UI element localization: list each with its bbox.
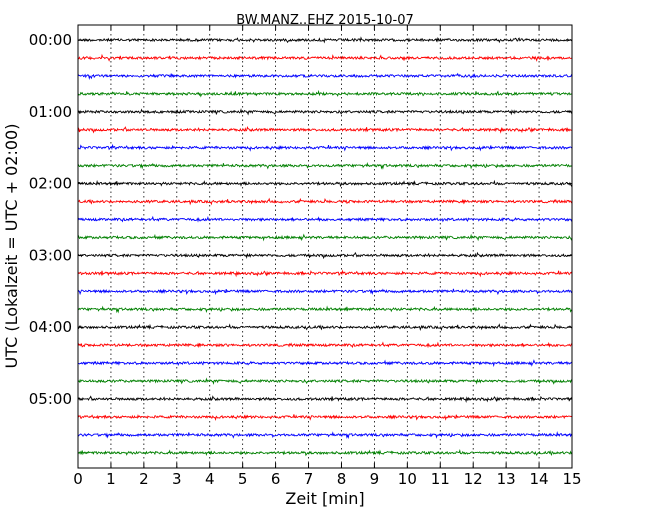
x-tick-label: 12 bbox=[464, 470, 483, 488]
vertical-grid bbox=[110, 25, 540, 468]
seismic-trace bbox=[77, 89, 573, 98]
y-tick-label: 04:00 bbox=[29, 318, 72, 336]
seismic-trace bbox=[77, 288, 573, 296]
seismic-trace bbox=[77, 126, 573, 134]
y-axis-label: UTC (Lokalzeit = UTC + 02:00) bbox=[2, 124, 21, 369]
x-tick-label: 8 bbox=[337, 470, 347, 488]
seismic-trace bbox=[77, 395, 573, 404]
y-tick-label: 05:00 bbox=[29, 390, 72, 408]
y-tick-label: 03:00 bbox=[29, 246, 72, 264]
x-axis-ticks: 0 1 2 3 4 5 6 7 8 9 10 11 12 13 14 15 bbox=[73, 25, 582, 488]
seismic-trace bbox=[77, 179, 573, 188]
y-tick-label: 02:00 bbox=[29, 175, 72, 193]
x-tick-label: 2 bbox=[139, 470, 149, 488]
x-tick-label: 3 bbox=[172, 470, 182, 488]
x-tick-label: 4 bbox=[205, 470, 215, 488]
seismic-trace bbox=[77, 323, 573, 332]
y-tick-label: 01:00 bbox=[29, 103, 72, 121]
x-tick-label: 6 bbox=[271, 470, 281, 488]
y-axis-ticks: 00:00 01:00 02:00 03:00 04:00 05:00 bbox=[29, 31, 572, 408]
seismic-trace bbox=[77, 233, 573, 242]
seismic-trace bbox=[77, 359, 573, 368]
seismic-traces bbox=[77, 36, 573, 457]
seismic-trace bbox=[77, 341, 573, 349]
seismic-trace bbox=[77, 108, 573, 116]
seismic-trace bbox=[77, 162, 573, 170]
seismic-trace bbox=[77, 215, 573, 223]
x-axis-label: Zeit [min] bbox=[285, 489, 364, 508]
x-tick-label: 10 bbox=[398, 470, 417, 488]
x-tick-label: 15 bbox=[562, 470, 581, 488]
seismic-trace bbox=[77, 251, 573, 260]
x-tick-label: 9 bbox=[370, 470, 380, 488]
seismic-trace bbox=[77, 305, 573, 314]
seismic-trace bbox=[77, 72, 573, 80]
seismic-trace bbox=[77, 197, 573, 206]
x-tick-label: 1 bbox=[106, 470, 116, 488]
seismic-trace bbox=[77, 53, 573, 62]
plot-frame bbox=[77, 24, 573, 469]
seismic-trace bbox=[77, 431, 573, 440]
seismic-trace bbox=[77, 36, 573, 44]
seismic-trace bbox=[77, 414, 573, 422]
x-tick-label: 0 bbox=[73, 470, 83, 488]
x-tick-label: 5 bbox=[238, 470, 248, 488]
seismic-trace bbox=[77, 269, 573, 278]
y-tick-label: 00:00 bbox=[29, 31, 72, 49]
seismic-trace bbox=[77, 143, 573, 152]
x-tick-label: 11 bbox=[431, 470, 450, 488]
seismic-trace bbox=[77, 449, 573, 457]
seismic-trace bbox=[77, 377, 573, 385]
x-tick-label: 14 bbox=[530, 470, 549, 488]
x-tick-label: 7 bbox=[304, 470, 314, 488]
chart-title: BW.MANZ..EHZ 2015-10-07 bbox=[236, 13, 414, 28]
x-tick-label: 13 bbox=[497, 470, 516, 488]
